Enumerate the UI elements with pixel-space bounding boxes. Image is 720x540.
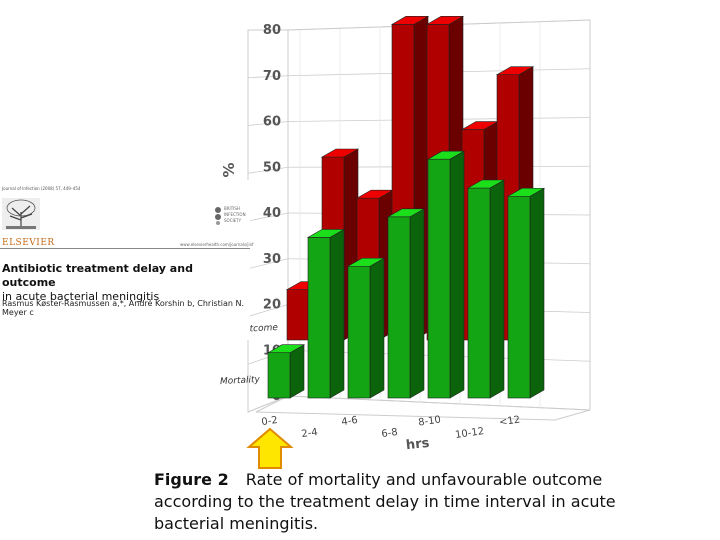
bar-top	[306, 229, 346, 238]
bar-side	[329, 228, 345, 399]
y-tick-label: 80	[263, 23, 281, 38]
x-tick-label: <12	[498, 415, 520, 429]
bar-front	[286, 289, 310, 341]
bar-front	[387, 216, 411, 399]
bar-mortality-6-8	[386, 208, 426, 399]
x-tick-label: 0-2	[261, 415, 279, 428]
bar-top	[346, 257, 386, 267]
journal-reference: Journal of Infection (2008) 57, 449–454	[2, 186, 81, 191]
bar-front	[467, 187, 491, 399]
bar-front	[267, 352, 291, 399]
x-tick-label: 8-10	[418, 414, 442, 428]
bar-mortality-10-12	[466, 179, 506, 399]
x-tick-label: 4-6	[341, 415, 359, 428]
bar-front	[307, 237, 331, 399]
bar-mortality-2-4	[306, 228, 346, 399]
bar-side	[409, 208, 425, 399]
bar-top	[425, 16, 465, 25]
x-tick-label: 10-12	[454, 426, 484, 441]
bar-top	[320, 148, 360, 158]
y-tick-label: 50	[263, 160, 281, 175]
paper-title: Antibiotic treatment delay and outcome i…	[2, 262, 248, 304]
society-logo-icon	[215, 207, 221, 225]
bar-front	[347, 265, 371, 399]
bar-side	[369, 257, 385, 399]
bar-mortality-0-2	[266, 344, 306, 399]
figure-caption: Figure 2 Rate of mortality and unfavoura…	[154, 469, 624, 535]
gridline-side	[247, 258, 289, 270]
bar-mortality-<12	[506, 187, 546, 399]
bar-top	[426, 150, 466, 160]
gridline-side	[247, 304, 289, 317]
bar-top	[506, 187, 546, 197]
pointer-arrow-icon	[246, 427, 294, 469]
bars	[266, 15, 546, 399]
paper-title-line1: Antibiotic treatment delay and outcome	[2, 262, 193, 289]
x-axis-ticks: 0-2 2-4 4-6 6-8 8-10 10-12 <12	[261, 414, 521, 440]
bar-top	[466, 179, 506, 189]
paper-inset: Journal of Infection (2008) 57, 449–454 …	[0, 180, 254, 340]
y-tick-label: 40	[263, 206, 281, 221]
x-axis-label: hrs	[405, 436, 430, 453]
paper-authors: Rasmus Køster-Rasmussen a,*, André Korsh…	[2, 299, 244, 317]
gridline-side	[247, 212, 289, 222]
bar-front	[507, 195, 531, 399]
bar-top	[390, 16, 430, 25]
bar-side	[289, 344, 305, 399]
divider	[0, 248, 250, 249]
journal-weblink: www.elsevierhealth.com/journals/jinf	[180, 242, 254, 247]
y-axis-label: %	[220, 162, 238, 177]
bar-mortality-8-10	[426, 150, 466, 399]
y-tick-label: 60	[263, 115, 281, 130]
bar-side	[489, 179, 505, 399]
x-tick-label: 6-8	[381, 427, 399, 440]
bar-front	[427, 158, 451, 399]
paper-title-line2: in acute bacterial meningitis	[2, 290, 160, 303]
bar-mortality-4-6	[346, 257, 386, 399]
bar-top	[495, 66, 535, 75]
y-axis-ticks: 01020304050607080	[263, 23, 281, 404]
x-tick-label: 2-4	[301, 427, 319, 440]
society-name: BRITISH INFECTION SOCIETY	[224, 206, 246, 223]
gridline-side	[247, 75, 289, 79]
depth-label: Mortality	[220, 375, 261, 387]
figure-caption-text: Rate of mortality and unfavourable outco…	[154, 470, 616, 533]
bar-side	[449, 150, 465, 399]
gridline-side	[247, 395, 289, 413]
y-tick-label: 30	[263, 252, 281, 267]
bar-side	[529, 187, 545, 399]
y-tick-label: 70	[263, 69, 281, 84]
y-tick-label: 20	[263, 298, 281, 313]
bar-top	[266, 344, 306, 354]
bar-top	[386, 208, 426, 218]
gridline-side	[247, 166, 289, 174]
publisher-name: ELSEVIER	[2, 238, 55, 248]
elsevier-tree-logo-icon	[2, 198, 40, 230]
figure-label: Figure 2	[154, 470, 229, 489]
gridline-side	[247, 121, 289, 126]
